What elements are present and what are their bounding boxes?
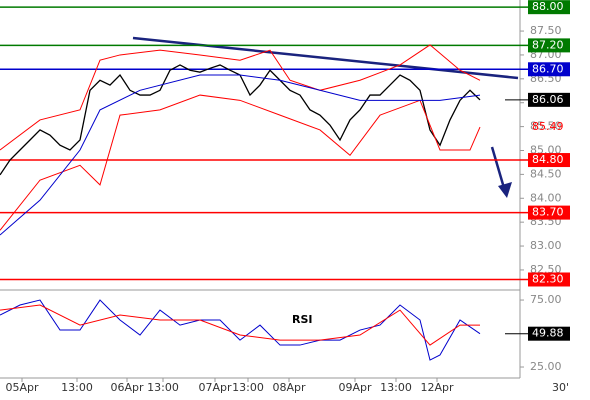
y-tick-label: 25.00 [530,360,562,373]
series-line [0,74,481,236]
y-tick-label: 87.50 [530,24,562,37]
arrow-shaft [490,146,506,189]
series-line [0,64,481,176]
level-label: 82.30 [532,272,564,285]
series-line [0,44,481,151]
level-label: 86.70 [532,62,564,75]
level-label: 83.70 [532,206,564,219]
x-tick-label: 05Apr [5,381,39,394]
y-tick-label: 83.00 [530,239,562,252]
x-tick-label: 09Apr [338,381,372,394]
series-line [0,304,480,346]
marker-label: 85.49 [532,120,564,133]
x-tick-label: 13:00 [380,381,412,394]
plot: 82.5083.0083.5084.0084.5085.0085.5086.00… [0,0,570,394]
x-tick-label: 07Apr [198,381,232,394]
level-box [528,272,570,287]
level-box [528,153,570,168]
x-tick-label: 13:00 [232,381,264,394]
level-box [528,38,570,53]
y-tick-label: 75.00 [530,293,562,306]
series-line [0,299,481,361]
x-tick-label: 08Apr [272,381,306,394]
arrow-head [498,182,512,198]
panel-title: RSI [292,313,313,326]
x-tick-label: 06Apr [110,381,144,394]
trend-line [132,36,519,80]
marker-label: 86.06 [532,93,564,106]
x-tick-label: 13:00 [147,381,179,394]
level-label: 87.20 [532,38,564,51]
y-tick-label: 84.50 [530,167,562,180]
marker-box [528,92,570,107]
y-tick-label: 84.00 [530,191,562,204]
level-label: 84.80 [532,153,564,166]
level-label: 88.00 [532,0,564,13]
x-tick-label: 12Apr [420,381,454,394]
marker-label: 49.88 [532,327,564,340]
level-box [528,62,570,77]
level-box [528,205,570,220]
timeframe-label: 30' [552,381,569,394]
marker-box [528,326,570,341]
series-line [0,94,481,231]
y-tick-label: 85.50 [530,120,562,133]
level-box [528,0,570,15]
x-tick-label: 13:00 [61,381,93,394]
